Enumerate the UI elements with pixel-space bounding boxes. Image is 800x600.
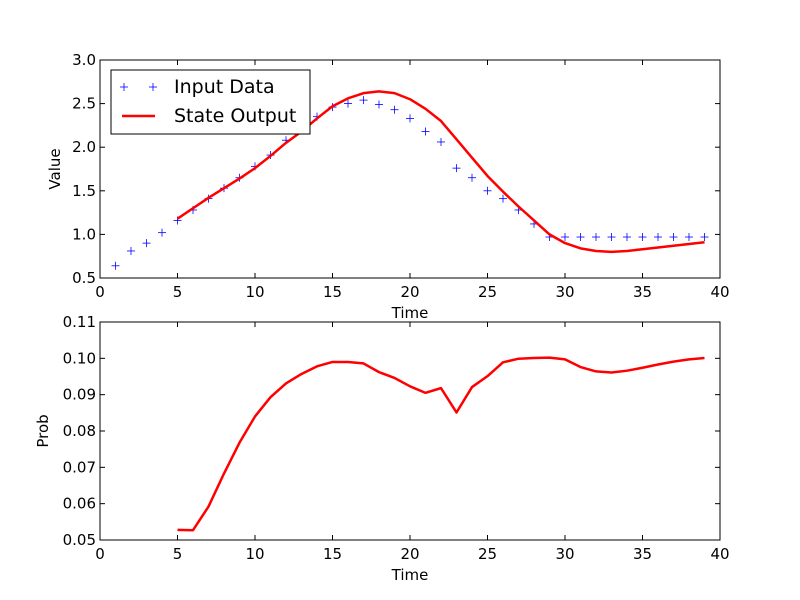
legend: Input Data State Output bbox=[110, 69, 311, 135]
prob-plot-ytick-label: 0.11 bbox=[63, 313, 96, 331]
input-data-point bbox=[685, 233, 693, 242]
prob-plot-ytick-label: 0.09 bbox=[63, 386, 96, 404]
state-output-line bbox=[176, 90, 705, 254]
legend-box bbox=[110, 69, 311, 135]
prob-plot-ytick-label: 0.06 bbox=[63, 495, 96, 513]
value-plot-xlabel: Time bbox=[391, 304, 429, 322]
value-plot-ytick-label: 3.0 bbox=[72, 51, 96, 69]
input-data-point bbox=[561, 233, 569, 242]
value-plot-xtick-label: 0 bbox=[95, 283, 105, 301]
prob-plot-xtick-label: 15 bbox=[323, 545, 342, 563]
value-plot-xtick-label: 40 bbox=[710, 283, 729, 301]
value-plot-ytick-label: 1.5 bbox=[72, 182, 96, 200]
value-plot-xtick-label: 35 bbox=[633, 283, 652, 301]
prob-plot-ytick-label: 0.10 bbox=[63, 349, 96, 367]
input-data-point bbox=[499, 194, 507, 203]
input-data-point bbox=[127, 246, 135, 255]
prob-plot-ytick-label: 0.07 bbox=[63, 458, 96, 476]
input-data-point bbox=[437, 137, 445, 146]
input-data-point bbox=[483, 186, 492, 195]
prob-plot-ylabel: Prob bbox=[34, 414, 52, 447]
prob-plot-xtick-label: 30 bbox=[555, 545, 574, 563]
prob-plot-ytick-label: 0.08 bbox=[63, 422, 96, 440]
value-plot-ytick-label: 0.5 bbox=[72, 269, 96, 287]
prob-plot-xtick-label: 5 bbox=[173, 545, 183, 563]
value-plot-xtick-label: 20 bbox=[400, 283, 419, 301]
input-data-point bbox=[375, 100, 383, 109]
value-plot-xtick-label: 30 bbox=[555, 283, 574, 301]
prob-plot-xtick-label: 20 bbox=[400, 545, 419, 563]
input-data-point bbox=[638, 233, 647, 242]
prob-plot-xtick-label: 10 bbox=[245, 545, 264, 563]
input-data-point bbox=[390, 105, 399, 114]
legend-label-input-data: Input Data bbox=[174, 76, 275, 98]
legend-entry-input-data: Input Data bbox=[120, 76, 275, 98]
legend-label-state-output: State Output bbox=[174, 105, 296, 127]
legend-entry-state-output: State Output bbox=[122, 105, 296, 127]
input-data-point bbox=[654, 233, 662, 242]
value-plot-xtick-label: 25 bbox=[478, 283, 497, 301]
prob-plot-xtick-label: 0 bbox=[95, 545, 105, 563]
input-data-point bbox=[623, 233, 631, 242]
prob-plot-xtick-label: 35 bbox=[633, 545, 652, 563]
prob-plot: 0 5 10 15 20 25 30 35 40 0.05 0.06 0.07 0.08 0.09 0.10… bbox=[34, 313, 730, 584]
value-plot: 0 5 10 15 20 25 30 35 400.51.01.52.02.53.0 Time … bbox=[46, 51, 730, 322]
input-data-point bbox=[158, 228, 166, 237]
value-plot-ytick-label: 2.0 bbox=[72, 138, 96, 156]
input-data-point bbox=[142, 239, 151, 248]
legend-marker-plus bbox=[120, 83, 157, 91]
prob-plot-xlabel: Time bbox=[391, 566, 429, 584]
prob-plot-xtick-label: 25 bbox=[478, 545, 497, 563]
prob-line bbox=[177, 356, 705, 532]
prob-plot-xtick-label: 40 bbox=[710, 545, 729, 563]
input-data-point bbox=[607, 233, 616, 242]
prob-plot-series bbox=[177, 356, 705, 532]
value-plot-xtick-label: 5 bbox=[173, 283, 183, 301]
input-data-point bbox=[468, 173, 476, 182]
input-data-point bbox=[344, 99, 352, 108]
value-plot-ticks: 0 5 10 15 20 25 30 35 40 0.5 1.0 1.5 2.0 2.5 3.0 bbox=[72, 51, 729, 301]
input-data-point bbox=[669, 233, 678, 242]
input-data-point bbox=[111, 261, 120, 270]
value-plot-xtick-label: 15 bbox=[323, 283, 342, 301]
value-plot-ylabel: Value bbox=[46, 148, 64, 189]
input-data-point bbox=[359, 96, 368, 105]
value-plot-ytick-label: 1.0 bbox=[72, 225, 96, 243]
value-plot-ytick-label: 2.5 bbox=[72, 95, 96, 113]
prob-plot-ytick-label: 0.05 bbox=[63, 531, 96, 549]
input-data-point bbox=[406, 114, 414, 123]
input-data-point bbox=[592, 233, 600, 242]
input-data-point bbox=[452, 164, 461, 173]
input-data-point bbox=[421, 127, 430, 136]
input-data-point bbox=[576, 233, 585, 242]
input-data-point bbox=[700, 233, 709, 242]
value-plot-xtick-label: 10 bbox=[245, 283, 264, 301]
value-plot-series bbox=[111, 90, 709, 270]
prob-plot-ticks: 0 5 10 15 20 25 30 35 40 0.05 0.06 0.07 0.08 0.09 0.10… bbox=[63, 313, 730, 563]
